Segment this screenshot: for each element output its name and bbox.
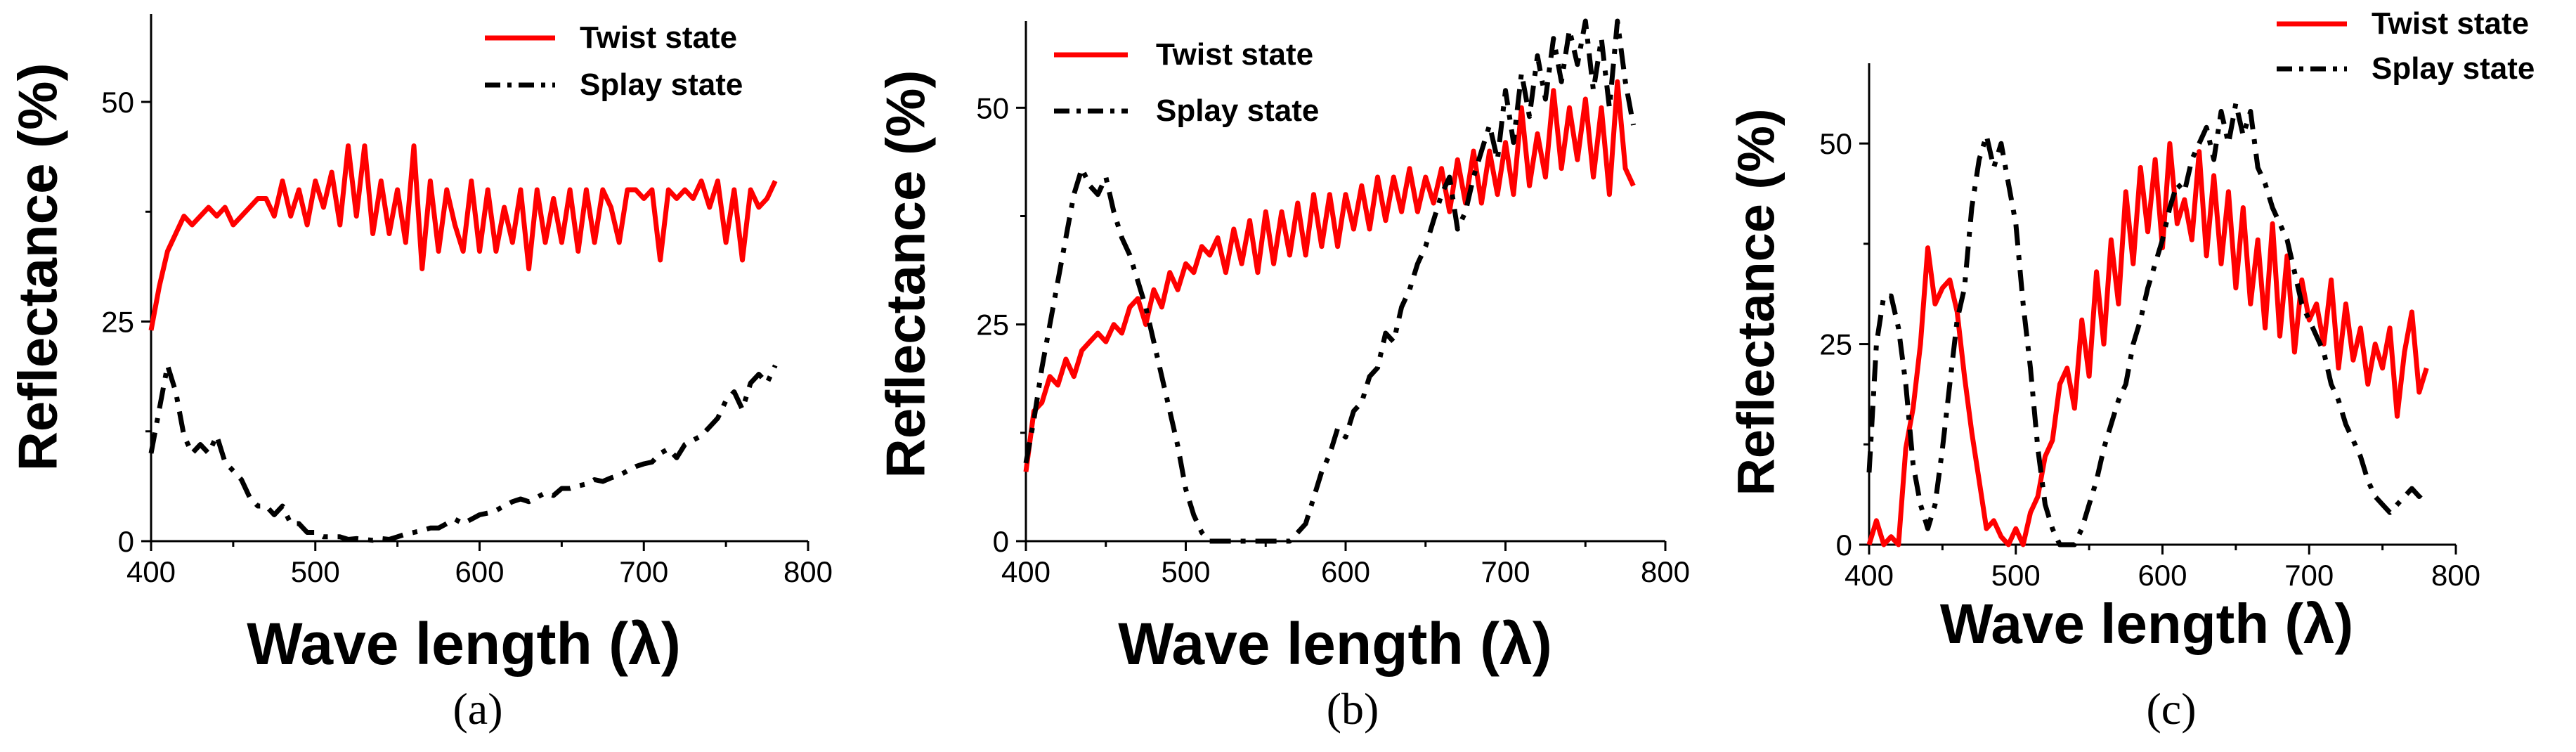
panel-a-y-tick-label: 0 <box>118 525 134 558</box>
panel-a-legend-label-splay: Splay state <box>580 67 743 102</box>
panel-b-y-tick-label: 25 <box>976 309 1009 342</box>
panel-c-legend-label-splay: Splay state <box>2372 51 2535 86</box>
panel-b-x-tick-label: 400 <box>1001 555 1050 588</box>
panel-c-y-tick-label: 50 <box>1819 127 1852 160</box>
panel-b-x-tick-label: 500 <box>1161 555 1210 588</box>
panel-c-y-tick-label: 0 <box>1836 529 1852 562</box>
panel-c-legend-label-twist: Twist state <box>2372 6 2529 41</box>
panel-a-legend-label-twist: Twist state <box>580 20 737 55</box>
panel-b-legend-label-twist: Twist state <box>1156 37 1313 72</box>
panel-b-x-tick-label: 700 <box>1481 555 1530 588</box>
panel-a-series-twist-line <box>148 143 778 331</box>
panel-a-y-tick-label: 50 <box>101 86 134 119</box>
panel-a-y-axis-title: Reflectance (%) <box>7 63 69 472</box>
panel-c-x-tick-label: 700 <box>2284 559 2334 592</box>
panel-b-series-splay-line <box>1023 18 1636 544</box>
panel-c-x-tick-label: 800 <box>2431 559 2480 592</box>
panel-b-x-axis-title: Wave length (λ) <box>1118 611 1552 677</box>
panel-b-series-twist-line <box>1023 79 1636 472</box>
panel-a-y-tick-label: 25 <box>101 306 134 339</box>
panel-b-x-tick-label: 600 <box>1321 555 1370 588</box>
panel-b-y-axis-title: Reflectance (%) <box>875 70 937 479</box>
panel-c-y-axis-title: Reflectance (%) <box>1727 108 1785 495</box>
panel-b-label: (b) <box>1327 684 1379 734</box>
panel-a-series-splay-line <box>148 363 778 543</box>
panel-a-label: (a) <box>453 684 502 734</box>
panel-b-y-tick-label: 0 <box>993 525 1009 558</box>
panel-b-legend-label-splay: Splay state <box>1156 93 1319 128</box>
panel-c-x-axis-title: Wave length (λ) <box>1940 592 2353 655</box>
panel-c-x-tick-label: 600 <box>2138 559 2187 592</box>
panel-a-x-tick-label: 700 <box>619 555 668 588</box>
panel-a-x-tick-label: 600 <box>455 555 504 588</box>
panel-c-label: (c) <box>2146 684 2196 734</box>
panel-a-x-tick-label: 800 <box>783 555 833 588</box>
panel-b-y-tick-label: 50 <box>976 91 1009 124</box>
panel-c-series-twist-line <box>1866 141 2429 547</box>
panel-c-x-tick-label: 500 <box>1991 559 2041 592</box>
panel-c-y-tick-label: 25 <box>1819 328 1852 361</box>
panel-c-x-tick-label: 400 <box>1845 559 1894 592</box>
panel-a-x-tick-label: 400 <box>126 555 176 588</box>
panel-a-x-axis-title: Wave length (λ) <box>247 611 681 677</box>
panel-c-series-splay-line <box>1866 101 2428 547</box>
panel-b-x-tick-label: 800 <box>1641 555 1690 588</box>
panel-a-x-tick-label: 500 <box>291 555 340 588</box>
